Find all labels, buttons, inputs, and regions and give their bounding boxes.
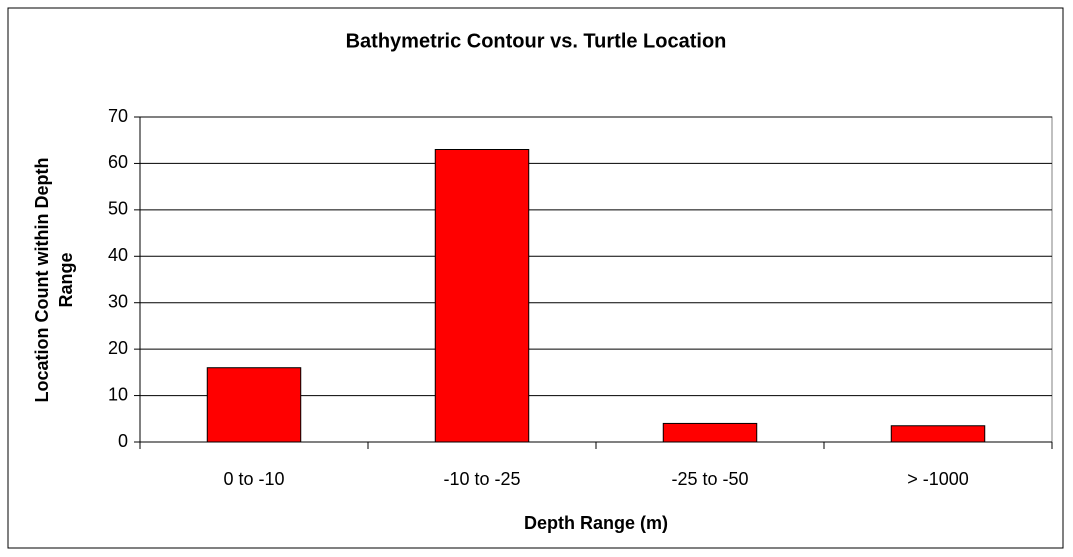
y-tick-label: 50	[108, 199, 128, 219]
y-axis-title: Location Count within Depth Range	[32, 157, 76, 403]
y-tick-label: 20	[108, 338, 128, 358]
x-axis-title: Depth Range (m)	[524, 513, 668, 533]
chart-title: Bathymetric Contour vs. Turtle Location	[346, 30, 727, 52]
y-tick-label: 0	[118, 431, 128, 451]
y-tick-label: 30	[108, 291, 128, 311]
x-tick-label: > -1000	[907, 469, 969, 489]
bar	[206, 367, 302, 443]
y-tick-label: 10	[108, 384, 128, 404]
x-tick-label: -10 to -25	[443, 469, 520, 489]
y-tick-label: 40	[108, 245, 128, 265]
x-tick-label: 0 to -10	[223, 469, 284, 489]
bar	[662, 422, 758, 443]
y-tick-label: 70	[108, 106, 128, 126]
bar	[890, 425, 986, 443]
y-tick-label: 60	[108, 152, 128, 172]
x-tick-label: -25 to -50	[671, 469, 748, 489]
bar	[434, 149, 530, 443]
